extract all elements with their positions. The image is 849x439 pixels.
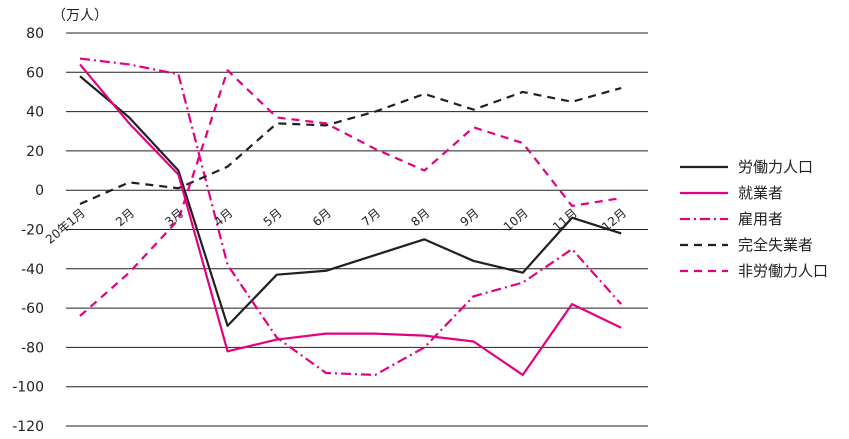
x-tick-label: 2月 [113, 206, 137, 229]
series-4 [79, 69, 622, 317]
y-tick-label: 60 [26, 65, 44, 81]
y-tick-label: -20 [21, 223, 44, 239]
series-3 [79, 86, 622, 205]
legend-label: 就業者 [738, 184, 783, 202]
x-tick-label: 7月 [359, 206, 383, 229]
series-2 [79, 57, 623, 377]
x-tick-label: 4月 [211, 206, 235, 229]
y-tick-label: -120 [12, 419, 44, 435]
y-tick-label: -80 [21, 340, 44, 356]
series-0 [79, 75, 622, 327]
y-tick-label: 20 [26, 144, 44, 160]
y-tick-label: -40 [21, 262, 44, 278]
x-tick-label: 8月 [408, 206, 432, 229]
series-line [79, 63, 622, 377]
x-tick-label: 6月 [310, 206, 334, 229]
y-tick-label: 0 [35, 183, 44, 199]
x-tick-label: 3月 [162, 206, 186, 229]
series-line [79, 57, 623, 377]
y-axis-unit-label: （万人） [52, 8, 108, 24]
legend-label: 非労働力人口 [738, 262, 828, 280]
y-tick-label: 80 [26, 26, 44, 42]
series-1 [79, 63, 622, 377]
legend-label: 雇用者 [738, 210, 783, 228]
y-tick-label: 40 [26, 105, 44, 121]
series-line [79, 75, 622, 327]
legend-label: 労働力人口 [738, 158, 813, 176]
y-tick-label: -100 [12, 380, 44, 396]
series-line [79, 86, 622, 205]
legend-label: 完全失業者 [738, 236, 813, 254]
series-lines [79, 57, 623, 377]
x-tick-label: 5月 [261, 206, 285, 229]
y-axis-ticks: 80 60 40 20 0 -20 -40 -60 -80 -100 -120 [12, 26, 44, 435]
x-tick-label: 20年1月 [43, 206, 88, 247]
x-tick-label: 9月 [457, 206, 481, 229]
series-line [79, 69, 622, 317]
y-tick-label: -60 [21, 301, 44, 317]
x-axis-ticks: 20年1月 2月 3月 4月 5月 6月 7月 8月 9月 10月 11月 12月 [43, 206, 629, 247]
